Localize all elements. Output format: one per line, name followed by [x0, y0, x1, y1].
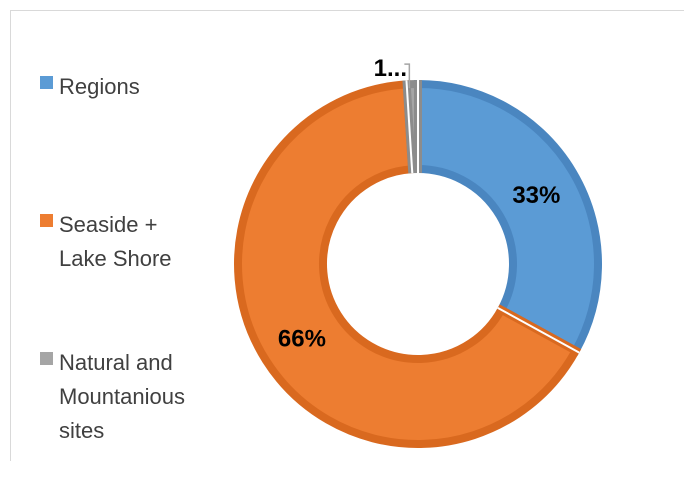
slice-separator — [497, 306, 580, 354]
slice-seaside — [234, 80, 582, 448]
legend-label-natural: Natural and Mountanious sites — [59, 350, 185, 443]
legend-swatch-natural — [40, 352, 53, 365]
legend-swatch-seaside — [40, 214, 53, 227]
chart-frame — [10, 10, 684, 461]
legend-label-regions: Regions — [59, 74, 140, 99]
slice-separator — [405, 80, 414, 174]
legend-item-regions: Regions — [40, 70, 219, 104]
legend-item-seaside: Seaside + Lake Shore — [40, 208, 189, 276]
data-label-regions: 33% — [512, 182, 560, 209]
legend-label-seaside: Seaside + Lake Shore — [59, 212, 172, 271]
data-label-seaside: 66% — [278, 326, 326, 353]
leader-line — [404, 63, 411, 89]
legend-swatch-regions — [40, 76, 53, 89]
legend-item-natural: Natural and Mountanious sites — [40, 346, 219, 448]
data-label-natural: 1... — [374, 55, 407, 82]
slice-regions — [414, 79, 602, 357]
